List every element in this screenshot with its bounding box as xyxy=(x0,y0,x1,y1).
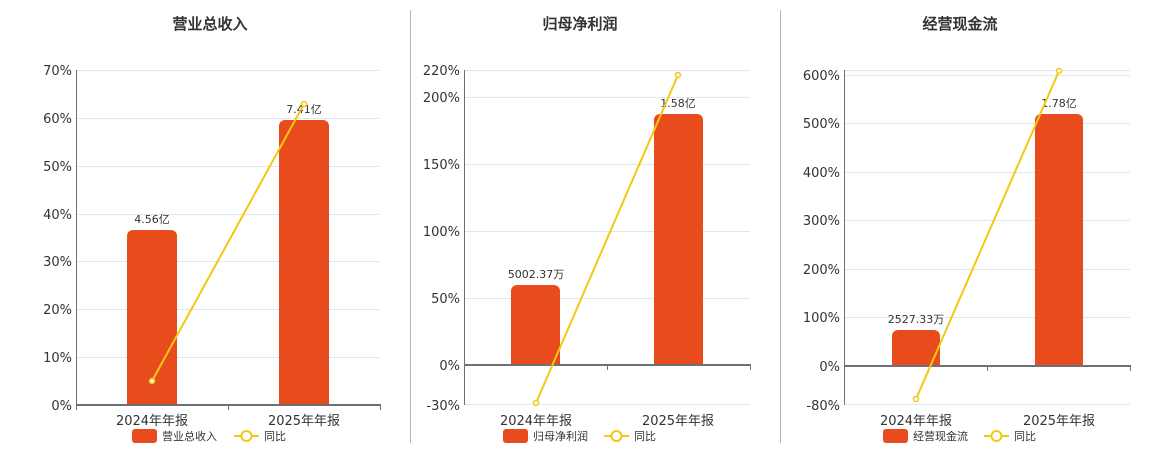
legend-line-label[interactable]: 同比 xyxy=(1014,430,1036,443)
revenue-chart: 营业总收入 0% 10% 20% 30% 40% 50% 60% 70% 4.5… xyxy=(43,15,381,443)
gridlines xyxy=(76,70,380,358)
svg-text:500%: 500% xyxy=(803,117,840,132)
svg-text:220%: 220% xyxy=(423,64,460,79)
legend-line-icon[interactable] xyxy=(240,430,253,442)
net-profit-chart: 归母净利润 -30% 0% 50% 100% 150% 200% 220% 50… xyxy=(423,15,751,443)
line-point[interactable] xyxy=(532,399,540,407)
chart-title: 营业总收入 xyxy=(172,15,247,33)
x-tick: 2025年年报 xyxy=(1023,414,1095,429)
chart-title: 经营现金流 xyxy=(922,15,997,33)
bar-label: 7.41亿 xyxy=(286,103,322,116)
legend-bar-label[interactable]: 营业总收入 xyxy=(162,429,217,443)
svg-text:0%: 0% xyxy=(819,360,840,375)
legend-line-label[interactable]: 同比 xyxy=(634,430,656,443)
line-point[interactable] xyxy=(148,377,156,385)
bar-2024[interactable] xyxy=(892,330,940,366)
legend-bar-swatch[interactable] xyxy=(132,429,157,443)
bar-2024[interactable] xyxy=(511,285,560,365)
chart-panel-revenue: 营业总收入 0% 10% 20% 30% 40% 50% 60% 70% 4.5… xyxy=(0,0,410,450)
legend-bar-swatch[interactable] xyxy=(503,429,528,443)
legend: 经营现金流 同比 xyxy=(883,429,1036,443)
bars xyxy=(127,120,329,405)
chart-panel-net-profit: 归母净利润 -30% 0% 50% 100% 150% 200% 220% 50… xyxy=(411,0,780,450)
legend-bar-label[interactable]: 归母净利润 xyxy=(533,429,588,443)
chart-panel-operating-cashflow: 经营现金流 -80% 0% 100% 200% 300% 400% 500% 6… xyxy=(781,0,1160,450)
operating-cashflow-chart: 经营现金流 -80% 0% 100% 200% 300% 400% 500% 6… xyxy=(803,15,1131,443)
legend-line-icon[interactable] xyxy=(610,430,623,442)
x-tick: 2024年年报 xyxy=(880,414,952,429)
svg-text:-80%: -80% xyxy=(806,399,840,414)
bar-2025[interactable] xyxy=(654,114,703,365)
y-axis-ticks: -30% 0% 50% 100% 150% 200% 220% xyxy=(423,64,460,414)
line-point[interactable] xyxy=(674,71,682,79)
y-axis-ticks: 0% 10% 20% 30% 40% 50% 60% 70% xyxy=(43,64,72,414)
svg-text:200%: 200% xyxy=(423,91,460,106)
svg-text:100%: 100% xyxy=(423,225,460,240)
legend-bar-label[interactable]: 经营现金流 xyxy=(913,429,968,443)
svg-text:30%: 30% xyxy=(43,255,72,270)
svg-text:100%: 100% xyxy=(803,311,840,326)
svg-text:-30%: -30% xyxy=(426,399,460,414)
chart-title: 归母净利润 xyxy=(542,15,617,33)
legend-bar-swatch[interactable] xyxy=(883,429,908,443)
bar-label: 4.56亿 xyxy=(134,213,170,226)
line-point[interactable] xyxy=(300,100,308,108)
svg-text:10%: 10% xyxy=(43,351,72,366)
yoy-line xyxy=(148,100,308,385)
line-point[interactable] xyxy=(1055,67,1063,75)
x-tick: 2024年年报 xyxy=(116,414,188,429)
svg-text:0%: 0% xyxy=(439,359,460,374)
bar-2025[interactable] xyxy=(1035,114,1083,366)
svg-text:40%: 40% xyxy=(43,208,72,223)
legend-line-label[interactable]: 同比 xyxy=(264,430,286,443)
legend: 营业总收入 同比 xyxy=(132,429,286,443)
bar-label: 1.58亿 xyxy=(660,97,696,110)
bar-label: 1.78亿 xyxy=(1041,97,1077,110)
svg-text:300%: 300% xyxy=(803,214,840,229)
bar-2024[interactable] xyxy=(127,230,177,405)
separator xyxy=(780,10,781,443)
x-tick: 2025年年报 xyxy=(642,414,714,429)
legend: 归母净利润 同比 xyxy=(503,429,656,443)
y-axis-ticks: -80% 0% 100% 200% 300% 400% 500% 600% xyxy=(803,69,840,414)
separator xyxy=(410,10,411,443)
svg-text:600%: 600% xyxy=(803,69,840,84)
legend-line-icon[interactable] xyxy=(990,430,1003,442)
svg-text:200%: 200% xyxy=(803,263,840,278)
bar-label: 2527.33万 xyxy=(888,313,945,326)
svg-text:70%: 70% xyxy=(43,64,72,79)
yoy-line xyxy=(532,71,682,407)
bar-label: 5002.37万 xyxy=(508,268,565,281)
yoy-line xyxy=(912,67,1063,403)
bar-2025[interactable] xyxy=(279,120,329,405)
svg-text:400%: 400% xyxy=(803,166,840,181)
x-tick: 2025年年报 xyxy=(268,414,340,429)
svg-text:20%: 20% xyxy=(43,303,72,318)
x-tick: 2024年年报 xyxy=(500,414,572,429)
svg-text:60%: 60% xyxy=(43,112,72,127)
svg-text:150%: 150% xyxy=(423,158,460,173)
svg-text:50%: 50% xyxy=(431,292,460,307)
svg-text:50%: 50% xyxy=(43,160,72,175)
svg-text:0%: 0% xyxy=(51,399,72,414)
line-point[interactable] xyxy=(912,395,920,403)
